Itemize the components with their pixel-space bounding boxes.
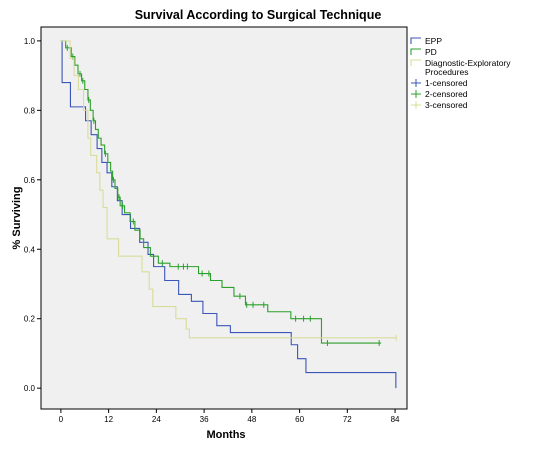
y-tick-label: 0.4 <box>24 245 36 254</box>
legend-label: 3-censored <box>425 100 468 110</box>
legend-label: 1-censored <box>425 78 468 88</box>
x-tick-label: 72 <box>343 415 352 424</box>
legend-label: EPP <box>425 36 442 46</box>
series-diagnostic-exploratory <box>60 40 397 341</box>
legend-item: EPP <box>410 36 442 46</box>
legend-label: 2-censored <box>425 89 468 99</box>
y-tick-label: 0.6 <box>24 176 36 185</box>
x-axis-label: Months <box>206 429 245 441</box>
legend-item: 3-censored <box>411 100 468 110</box>
y-tick-label: 1.0 <box>24 37 36 46</box>
legend-item: PD <box>410 47 437 57</box>
series-pd <box>60 40 382 347</box>
x-tick-label: 24 <box>152 415 161 424</box>
legend-item: Diagnostic-Exploratory Procedures <box>410 58 511 77</box>
y-axis: 0.0 0.2 0.4 0.6 0.8 1.0 <box>24 37 41 393</box>
x-axis: 0 12 24 36 48 60 72 84 <box>59 409 400 424</box>
legend-swatch <box>410 48 421 55</box>
x-tick-label: 84 <box>391 415 400 424</box>
x-tick-label: 12 <box>104 415 113 424</box>
legend-swatch <box>410 59 421 66</box>
y-tick-label: 0.0 <box>24 384 36 393</box>
legend-item: 1-censored <box>411 78 468 88</box>
legend-item: 2-censored <box>411 89 468 99</box>
chart-title: Survival According to Surgical Technique <box>135 8 382 22</box>
x-tick-label: 0 <box>59 415 64 424</box>
x-tick-label: 36 <box>200 415 209 424</box>
y-tick-label: 0.2 <box>24 315 36 324</box>
legend-label: PD <box>425 47 437 57</box>
legend-swatch <box>410 37 421 44</box>
series-line-diagnostic-exploratory <box>60 40 397 339</box>
plot-area <box>40 26 408 410</box>
legend-label: Diagnostic-Exploratory Procedures <box>425 58 511 77</box>
x-tick-label: 60 <box>295 415 304 424</box>
y-axis-label: % Surviving <box>11 187 23 250</box>
y-tick-label: 0.8 <box>24 106 36 115</box>
series-layer <box>60 40 397 389</box>
x-tick-label: 48 <box>247 415 256 424</box>
